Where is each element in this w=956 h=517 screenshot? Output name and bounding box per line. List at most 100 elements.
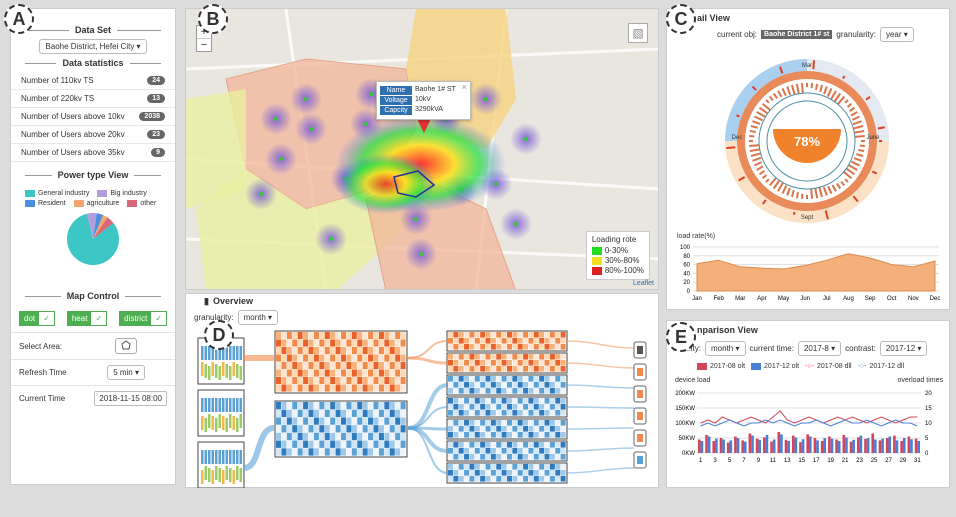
- overview-flow-chart[interactable]: [186, 328, 660, 488]
- heat-cell: [544, 454, 550, 460]
- comparison-title: nparison View: [697, 325, 758, 335]
- thumb-bar: [201, 346, 204, 360]
- current-time-select[interactable]: 2017-8: [797, 341, 842, 356]
- x-tick: 25: [871, 458, 878, 464]
- zoom-out-button[interactable]: −: [200, 39, 208, 51]
- comparison-legend-item[interactable]: 2017-12 olt: [751, 363, 799, 370]
- power-legend-item[interactable]: Big industry: [97, 190, 147, 197]
- bar-08: [849, 441, 853, 453]
- detail-granularity-select[interactable]: year: [879, 27, 914, 42]
- heat-cell: [292, 369, 298, 377]
- heat-cell: [453, 448, 459, 454]
- comparison-legend-item[interactable]: -○- 2017-12 dll: [858, 363, 905, 370]
- power-legend-item[interactable]: General industry: [25, 190, 89, 197]
- heat-cell: [496, 432, 502, 438]
- heat-cell: [276, 354, 282, 362]
- heat-cell: [373, 339, 379, 347]
- heat-cell: [533, 420, 539, 426]
- heat-cell: [276, 362, 282, 370]
- heat-cell: [501, 426, 507, 432]
- heat-cell: [341, 354, 347, 362]
- heat-cell: [341, 425, 347, 433]
- power-legend-item[interactable]: Resident: [25, 200, 66, 207]
- pie-slice: [87, 213, 97, 239]
- bar-12: [751, 435, 754, 453]
- heat-cell: [330, 377, 336, 385]
- heat-cell: [373, 432, 379, 441]
- stat-row: Number of 110kv TS 24: [11, 72, 175, 90]
- heat-cell: [389, 440, 395, 448]
- heat-cell: [368, 432, 374, 441]
- heat-cell: [448, 476, 453, 482]
- zoom-in-button[interactable]: +: [197, 26, 211, 39]
- y-tick: 60: [683, 263, 690, 269]
- heat-cell: [351, 432, 357, 441]
- thumb-bar: [225, 466, 228, 480]
- heat-cell: [507, 354, 512, 360]
- heat-cell: [485, 420, 491, 426]
- heat-cell: [292, 417, 298, 425]
- current-time-input[interactable]: 2018-11-15 08:00: [94, 391, 167, 406]
- heat-cell: [517, 382, 523, 388]
- heat-cell: [313, 440, 319, 448]
- bar-12: [917, 441, 920, 453]
- comparison-legend-item[interactable]: -○- 2017-08 dll: [805, 363, 852, 370]
- power-legend-item[interactable]: other: [127, 200, 156, 207]
- heat-cell: [474, 404, 480, 410]
- radial-bar: [831, 184, 837, 192]
- heat-cell: [335, 448, 341, 456]
- comparison-legend-item[interactable]: 2017-08 olt: [697, 363, 745, 370]
- heat-cell: [544, 382, 550, 388]
- heat-cell: [351, 339, 357, 347]
- station-dot: [309, 127, 313, 131]
- contrast-select[interactable]: 2017-12: [879, 341, 928, 356]
- heat-cell: [549, 426, 555, 432]
- pentagon-select-button[interactable]: [115, 338, 137, 354]
- ring-label: Sept: [801, 215, 814, 221]
- heat-cell: [313, 332, 319, 340]
- station-dot: [514, 222, 518, 226]
- refresh-select[interactable]: 5 min: [107, 365, 145, 380]
- comparison-granularity-select[interactable]: month: [705, 341, 746, 356]
- station-dot: [259, 192, 263, 196]
- heat-cell: [292, 425, 298, 433]
- heat-cell: [544, 442, 550, 448]
- heat-cell: [544, 448, 550, 454]
- line-marker-icon: -○-: [857, 363, 867, 370]
- heat-cell: [501, 388, 507, 394]
- current-obj-value[interactable]: Baohe District 1# st: [761, 30, 833, 39]
- heat-cell: [501, 464, 507, 470]
- overview-granularity-label: granularity:: [194, 313, 234, 322]
- dataset-select[interactable]: Baohe District, Hefei City: [39, 39, 147, 54]
- heat-cell: [341, 369, 347, 377]
- map-attribution[interactable]: Leaflet: [632, 280, 654, 287]
- heat-toggle[interactable]: heat ✓: [66, 311, 108, 326]
- heat-cell: [400, 425, 406, 433]
- map-panel[interactable]: + − ▧ × Name Baohe 1# ST Voltage 10kV Capcit…: [185, 8, 659, 290]
- heat-cell: [533, 448, 539, 454]
- heat-cell: [469, 332, 475, 338]
- overview-granularity-select[interactable]: month: [237, 310, 279, 325]
- heat-cell: [507, 382, 512, 388]
- select-area-label: Select Area:: [19, 341, 63, 351]
- percent-fill: [773, 129, 841, 163]
- heat-cell: [276, 347, 282, 355]
- bar-12: [729, 440, 733, 453]
- station-dot: [364, 122, 368, 126]
- category-icon: [633, 385, 647, 403]
- thumb-bar: [222, 398, 225, 412]
- radial-bar: [761, 174, 768, 180]
- dot-toggle[interactable]: dot ✓: [19, 311, 55, 326]
- heat-cell: [308, 384, 314, 392]
- heat-cell: [395, 417, 401, 425]
- heat-cell: [313, 369, 319, 377]
- heat-cell: [373, 332, 379, 340]
- radial-bar: [786, 187, 791, 196]
- layers-button[interactable]: ▧: [628, 23, 648, 43]
- heat-cell: [330, 402, 336, 410]
- power-legend-item[interactable]: agriculture: [73, 200, 119, 207]
- heat-cell: [281, 347, 287, 355]
- heat-cell: [560, 448, 566, 454]
- district-toggle[interactable]: district ✓: [119, 311, 167, 326]
- popup-close-button[interactable]: ×: [461, 82, 467, 92]
